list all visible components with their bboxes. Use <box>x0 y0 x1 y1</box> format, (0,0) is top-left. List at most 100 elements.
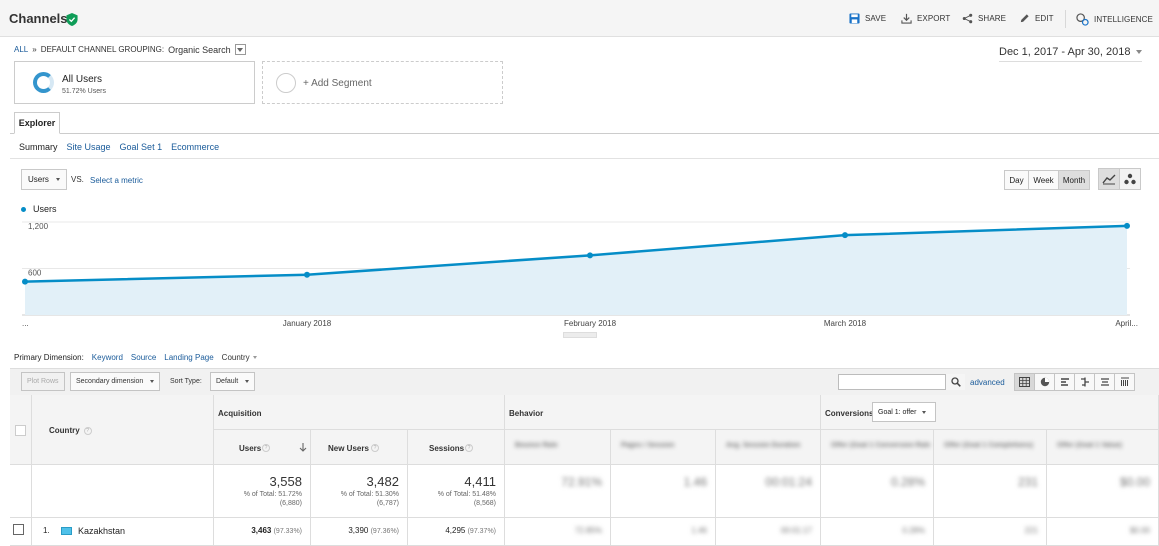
row-users-pct: (97.33%) <box>273 528 302 535</box>
edit-icon <box>1020 14 1029 23</box>
view-data-table-button[interactable] <box>1014 373 1035 391</box>
help-icon[interactable]: ? <box>262 444 270 452</box>
blurred-column-header-cell: Offer (Goal 1 Completions) <box>934 430 1047 465</box>
x-tick-label: January 2018 <box>283 319 332 328</box>
verified-shield-icon <box>66 13 78 26</box>
y-tick-label: 1,200 <box>28 222 49 231</box>
select-all-checkbox[interactable] <box>15 425 26 436</box>
period-week-button[interactable]: Week <box>1028 170 1059 190</box>
users-header-label: Users <box>239 444 262 453</box>
primary-dimension-bar: Primary Dimension: Keyword Source Landin… <box>14 353 257 362</box>
chevron-down-icon <box>252 356 257 359</box>
goal-selector-dropdown[interactable]: Goal 1: offer <box>872 402 936 422</box>
comparison-icon <box>1080 377 1089 387</box>
period-day-button[interactable]: Day <box>1004 170 1029 190</box>
view-pie-button[interactable] <box>1034 373 1055 391</box>
dimension-source-link[interactable]: Source <box>130 353 157 362</box>
export-label: EXPORT <box>917 14 951 23</box>
row-users-cell: 3,463 (97.33%) <box>214 518 311 546</box>
kazakhstan-flag-icon <box>61 527 72 535</box>
search-button[interactable] <box>945 374 965 390</box>
row-users-text: 3,463 (97.33%) <box>251 526 302 535</box>
tab-divider <box>10 133 1159 134</box>
view-performance-button[interactable] <box>1054 373 1075 391</box>
help-icon[interactable]: ? <box>465 444 473 452</box>
blurred-row-value: $0.00 <box>1129 526 1150 535</box>
save-button[interactable]: SAVE <box>849 13 886 24</box>
dimension-keyword-link[interactable]: Keyword <box>91 353 123 362</box>
dimension-country-dropdown[interactable]: Country <box>222 353 257 362</box>
table-row[interactable]: 1. Kazakhstan <box>32 518 214 546</box>
blurred-total-value-cell: 00:01:24 <box>716 465 821 518</box>
chevron-down-icon <box>55 178 60 181</box>
users-column-header[interactable]: Users ? <box>214 430 311 465</box>
row-country-link[interactable]: Kazakhstan <box>78 526 126 536</box>
secondary-dimension-dropdown[interactable]: Secondary dimension <box>70 372 161 391</box>
view-term-cloud-button[interactable] <box>1094 373 1115 391</box>
new-users-column-header[interactable]: New Users ? <box>311 430 408 465</box>
sessions-total-of: (8,568) <box>473 500 496 507</box>
sort-type-value: Default <box>216 378 239 385</box>
sessions-total-cell: 4,411 % of Total: 51.48% (8,568) <box>408 465 505 518</box>
chart-data-point[interactable] <box>842 232 848 239</box>
chart-area-fill <box>25 225 1127 315</box>
line-chart-button[interactable] <box>1098 168 1120 190</box>
view-comparison-button[interactable] <box>1074 373 1095 391</box>
chart-data-point[interactable] <box>304 271 310 278</box>
pivot-icon <box>1120 377 1129 386</box>
chart-data-point[interactable] <box>1124 222 1130 229</box>
view-pivot-button[interactable] <box>1114 373 1135 391</box>
subtab-ecommerce[interactable]: Ecommerce <box>171 142 220 152</box>
intelligence-button[interactable]: INTELLIGENCE <box>1076 13 1153 26</box>
legend-series-name: Users <box>33 204 57 214</box>
intelligence-label: INTELLIGENCE <box>1094 15 1153 24</box>
chart-resize-handle[interactable] <box>563 332 597 338</box>
sort-type-dropdown[interactable]: Default <box>210 372 256 391</box>
chevron-down-icon <box>1136 50 1143 54</box>
pie-chart-icon <box>1040 377 1049 387</box>
chart-data-point[interactable] <box>22 278 28 285</box>
data-table: Country? Acquisition Behavior Conversion… <box>10 395 1159 546</box>
subtab-site-usage[interactable]: Site Usage <box>66 142 111 152</box>
chart-data-point[interactable] <box>587 252 593 259</box>
primary-dimension-label: Primary Dimension: <box>14 353 84 362</box>
behavior-group-header: Behavior <box>505 395 821 430</box>
dimension-landing-page-link[interactable]: Landing Page <box>164 353 214 362</box>
add-segment-button[interactable]: + Add Segment <box>262 61 503 104</box>
share-button[interactable]: SHARE <box>962 13 1006 24</box>
blurred-row-value: 1.46 <box>691 526 707 535</box>
dimension-country-label: Country <box>221 353 250 362</box>
period-month-button[interactable]: Month <box>1058 170 1090 190</box>
new-users-header-label: New Users <box>328 444 369 453</box>
blurred-row-value: 221 <box>1024 526 1038 535</box>
row-sessions-text: 4,295 (97.37%) <box>445 526 496 535</box>
edit-button[interactable]: EDIT <box>1019 13 1054 24</box>
segment-all-users[interactable]: All Users 51.72% Users <box>14 61 255 104</box>
acquisition-label: Acquisition <box>218 409 262 418</box>
users-total-pct: % of Total: 51.72% <box>243 491 302 498</box>
breadcrumb-all-link[interactable]: ALL <box>14 45 29 54</box>
breadcrumb-dropdown-button[interactable] <box>234 44 246 55</box>
tab-explorer[interactable]: Explorer <box>14 112 60 134</box>
blurred-total-value: 0.28% <box>890 475 925 489</box>
advanced-filter-link[interactable]: advanced <box>970 378 1005 387</box>
date-range-picker[interactable]: Dec 1, 2017 - Apr 30, 2018 <box>999 46 1143 62</box>
sessions-header-label: Sessions <box>429 444 465 453</box>
acquisition-group-header: Acquisition <box>214 395 505 430</box>
intelligence-icon <box>1076 13 1089 26</box>
plot-rows-button[interactable]: Plot Rows <box>21 372 65 391</box>
metric-dropdown[interactable]: Users <box>21 169 67 190</box>
sort-descending-arrow-icon <box>299 443 307 452</box>
subtab-goal-set-1[interactable]: Goal Set 1 <box>119 142 163 152</box>
motion-chart-button[interactable] <box>1119 168 1141 190</box>
select-metric-link[interactable]: Select a metric <box>90 176 143 185</box>
sessions-column-header[interactable]: Sessions ? <box>408 430 505 465</box>
row-checkbox[interactable] <box>13 524 24 535</box>
breadcrumb: ALL » DEFAULT CHANNEL GROUPING: Organic … <box>14 44 246 55</box>
blurred-row-value-cell: 1.46 <box>611 518 716 546</box>
subtab-summary[interactable]: Summary <box>19 142 58 152</box>
help-icon[interactable]: ? <box>83 426 92 435</box>
export-button[interactable]: EXPORT <box>901 13 950 24</box>
help-icon[interactable]: ? <box>371 444 379 452</box>
bar-list-icon <box>1060 378 1069 386</box>
